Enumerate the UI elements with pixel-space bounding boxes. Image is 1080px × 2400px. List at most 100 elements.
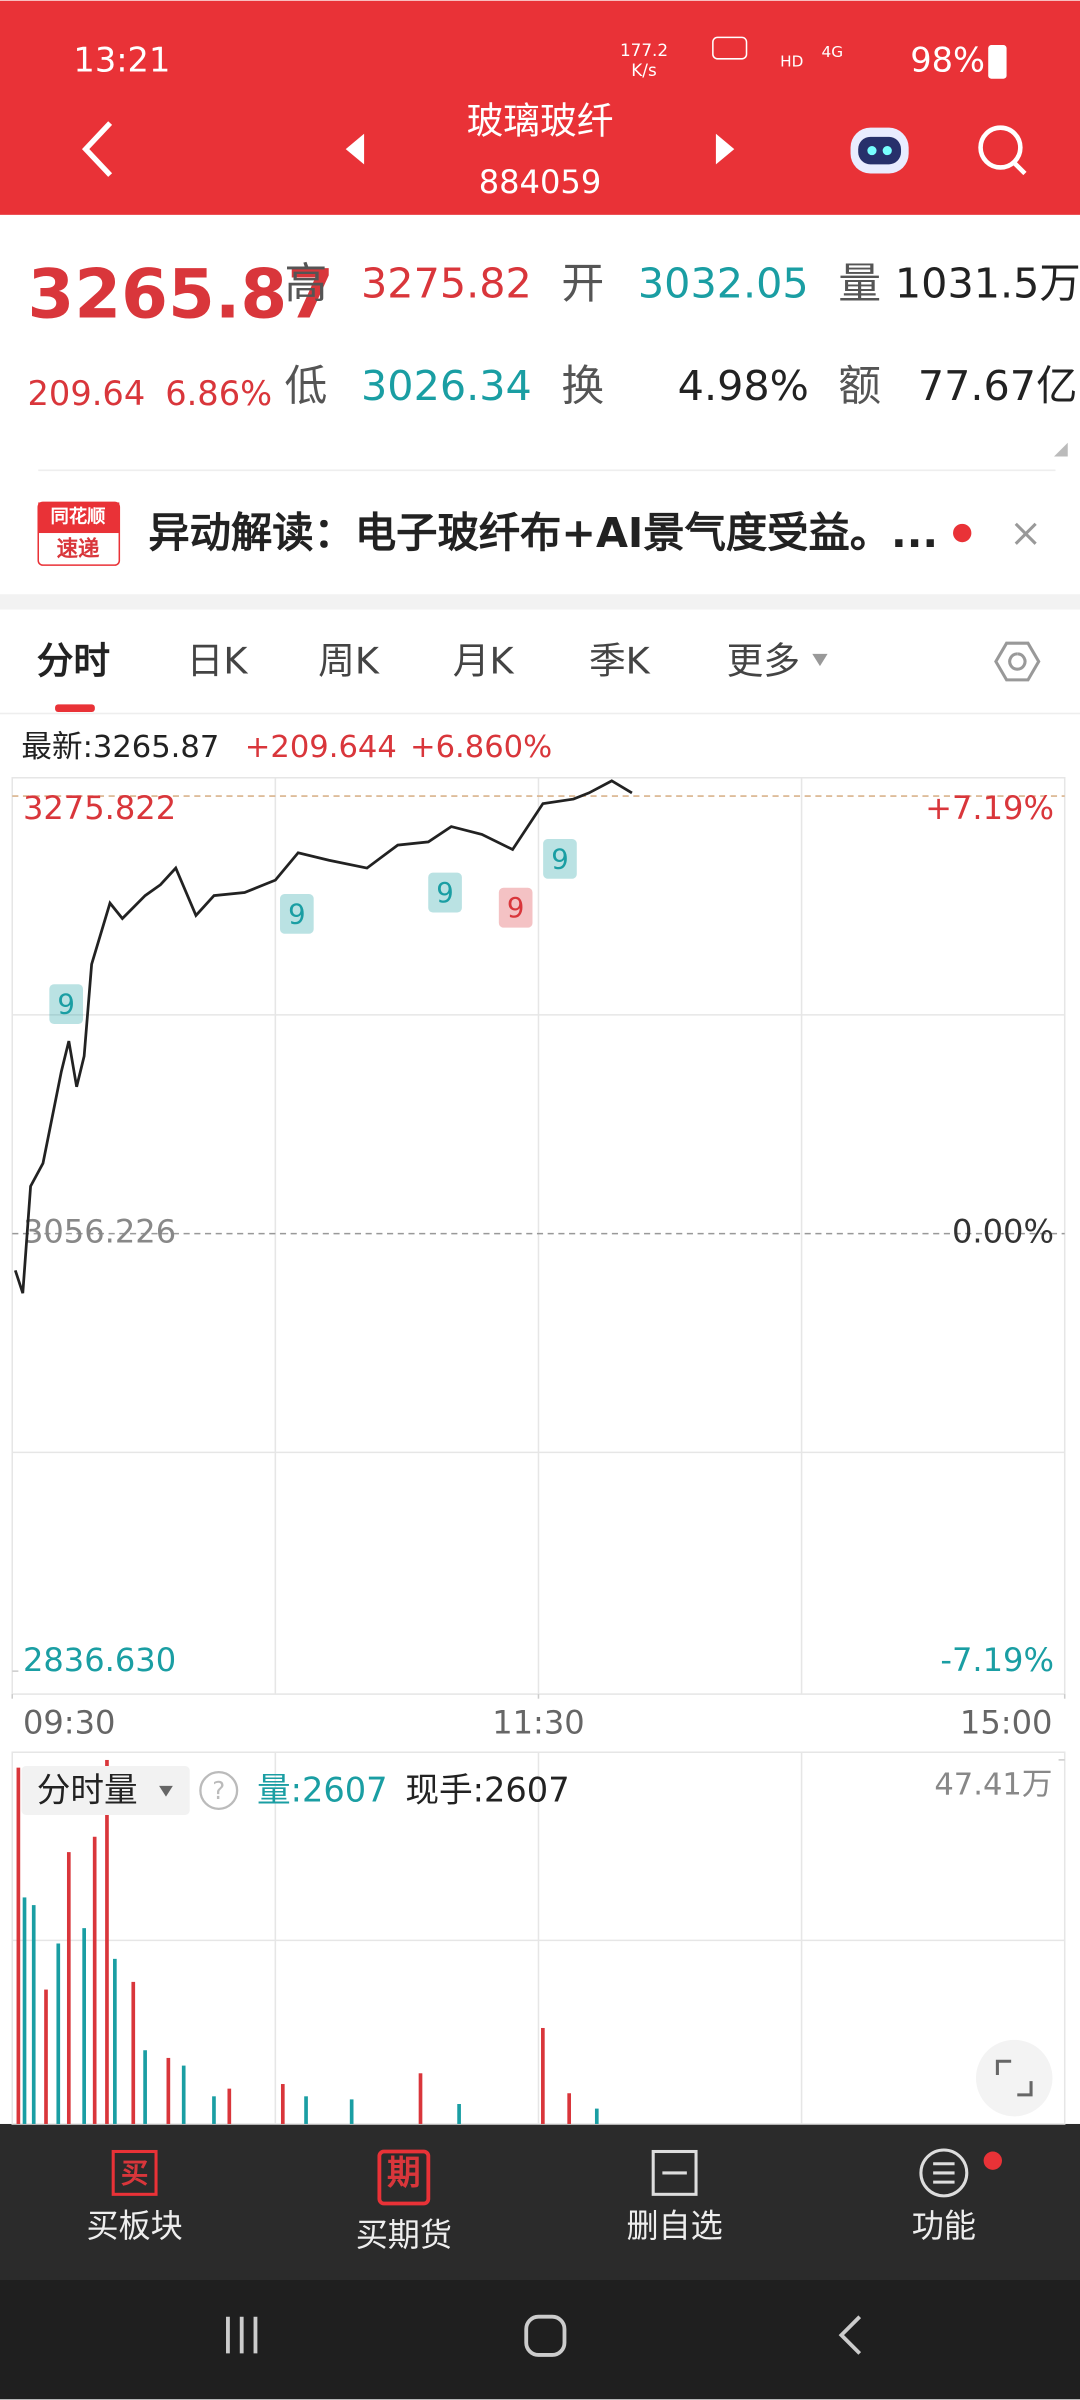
help-circle (199, 1770, 239, 1810)
field-label: 额 (838, 362, 881, 412)
battery-icon (988, 45, 1007, 79)
volume-bar (181, 2065, 186, 2124)
expand-corner[interactable] (1053, 442, 1068, 457)
y-right-label: +7.19% (925, 789, 1054, 827)
buy-futures-icon[interactable] (377, 2149, 431, 2206)
tab[interactable]: 月K (453, 640, 515, 683)
y-right-label: -7.19% (940, 1641, 1054, 1679)
field-value: 3026.34 (361, 362, 532, 410)
field-label: 换 (561, 362, 604, 412)
volume-bar (166, 2057, 171, 2124)
more-arrow[interactable] (812, 653, 828, 667)
y-tick-label: 3275.822 (23, 789, 176, 827)
stock-name: 玻璃玻纤 (467, 100, 614, 143)
news-badge-top (38, 502, 120, 534)
volume-bar (541, 2027, 545, 2124)
tab[interactable]: 季K (589, 640, 651, 683)
fullscreen-icon (995, 2059, 1033, 2097)
hand-value: 现手:2607 (405, 1771, 569, 1810)
tab[interactable]: 日K (187, 640, 249, 683)
volume-bar (113, 1958, 117, 2124)
field-value: 77.67亿 (918, 362, 1078, 410)
function-icon[interactable] (919, 2148, 1002, 2198)
volume-bar (143, 2050, 147, 2124)
net-speed: 177.2 (620, 40, 668, 60)
field-value: 4.98% (678, 362, 809, 410)
volume-bar (105, 1759, 109, 2124)
signal-label: 9 (551, 843, 569, 875)
signal-label: 9 (436, 877, 454, 909)
signal-marker (543, 838, 577, 879)
volume-bar (92, 1836, 97, 2124)
chart-area: 3275.822 +7.19% 3056.226 0.00% 2836.630 -7.19… (11, 777, 1066, 2125)
nav-bar (0, 2280, 1080, 2400)
news-badge-bottom: 速递 (57, 536, 100, 562)
signal-label: 9 (57, 989, 75, 1021)
signal-marker (49, 984, 84, 1025)
signal-label: 9 (288, 898, 306, 930)
volume-bar (594, 2108, 599, 2124)
tab[interactable]: 更多 (727, 640, 800, 683)
buy-sector-icon[interactable] (111, 2149, 158, 2196)
field-value: 3032.05 (638, 260, 809, 308)
tab[interactable]: 分时 (37, 640, 110, 683)
current-price: 3265.87 (28, 256, 335, 334)
field-value: 3275.82 (361, 260, 532, 308)
volume-bar (44, 1989, 48, 2124)
y-right-label: 0.00% (952, 1213, 1054, 1251)
stock-code: 884059 (479, 163, 602, 201)
volume-bar (31, 1905, 36, 2124)
fullscreen-button[interactable] (975, 2039, 1053, 2117)
news-headline: 异动解读：电子玻纤布+AI景气度受益。... (148, 509, 938, 557)
latest-price: 最新:3265.87 (21, 730, 219, 765)
prev-button[interactable] (345, 133, 365, 165)
bottom-bar (0, 2123, 1080, 2280)
price-line (13, 779, 633, 1294)
search-button[interactable] (978, 125, 1027, 176)
x-tick-label: 09:30 (23, 1704, 116, 1742)
field-label: 低 (285, 362, 328, 412)
nav-buttons (226, 2314, 862, 2357)
signal-label: 9 (507, 892, 525, 924)
recent-apps[interactable] (226, 2316, 258, 2354)
news-badge-top: 同花顺 (51, 506, 106, 528)
field-value: 1031.5万 (895, 260, 1080, 308)
bottom-icon-text: 买 (121, 2157, 149, 2189)
volume-bar (22, 1897, 27, 2124)
latest-change-pct: +6.860% (410, 730, 552, 765)
volume-bar (66, 1852, 71, 2124)
bottom-icon-text: 期 (387, 2153, 421, 2192)
price-change-pct: 6.86% (165, 374, 272, 413)
tab[interactable]: 周K (318, 640, 380, 683)
clock: 13:21 (73, 40, 170, 79)
volume-value: 量:2607 (257, 1771, 388, 1810)
back-button[interactable] (81, 121, 113, 177)
bottom-button-label[interactable]: 删自选 (626, 2207, 722, 2245)
back[interactable] (838, 2315, 862, 2355)
remove-icon[interactable] (651, 2149, 698, 2196)
volume-bar (16, 1767, 21, 2124)
robot-button[interactable] (850, 127, 909, 174)
settings-button[interactable] (994, 641, 1041, 682)
bottom-button-label[interactable]: 买板块 (86, 2207, 182, 2245)
field-label: 量 (838, 259, 881, 309)
bottom-button-label[interactable]: 功能 (912, 2207, 976, 2245)
y-tick-label: 3056.226 (23, 1213, 176, 1251)
latest-change: +209.644 (245, 730, 397, 765)
network-type: 4G (821, 43, 843, 61)
volume-bar (212, 2096, 216, 2124)
bottom-button-label[interactable]: 买期货 (356, 2216, 452, 2254)
separator (0, 594, 1080, 610)
volume-bar (349, 2099, 354, 2124)
field-label: 高 (285, 259, 328, 309)
close-news[interactable] (1014, 522, 1037, 545)
volume-bar (418, 2073, 423, 2124)
net-speed-unit: K/s (631, 60, 656, 80)
home[interactable] (524, 2314, 567, 2357)
selector-chip[interactable] (21, 1766, 190, 1815)
volume-bar (131, 1981, 136, 2124)
volume-bar (280, 2084, 285, 2124)
next-button[interactable] (715, 133, 735, 165)
